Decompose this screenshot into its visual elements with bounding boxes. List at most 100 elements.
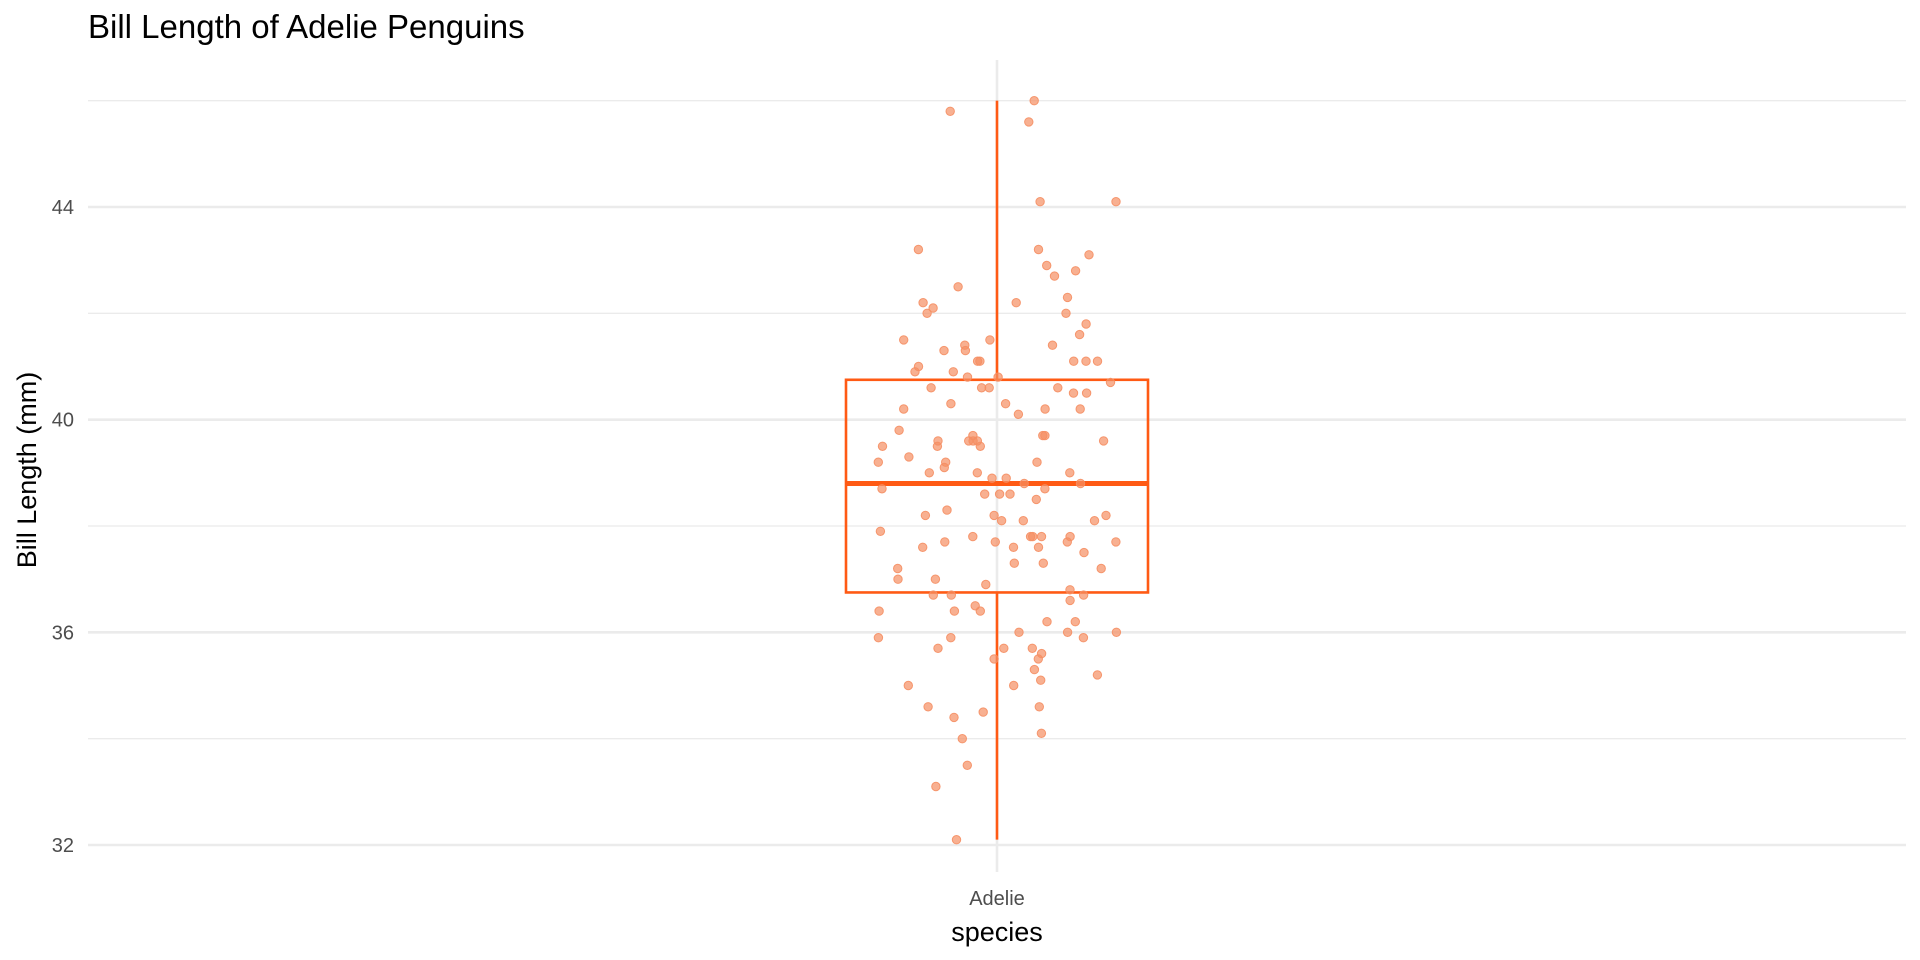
data-point (913, 244, 924, 255)
data-point (1092, 670, 1103, 680)
data-point (1053, 383, 1063, 393)
data-point (1035, 197, 1045, 207)
data-point (928, 590, 938, 600)
data-point (996, 516, 1007, 526)
jittered-points (873, 96, 1122, 845)
data-point (932, 441, 943, 451)
data-point (939, 462, 949, 473)
y-tick-label: 40 (52, 410, 74, 432)
data-point (873, 457, 883, 467)
data-point (893, 563, 903, 574)
x-axis-title: species (951, 917, 1043, 947)
data-point (918, 542, 928, 552)
data-point (940, 537, 950, 547)
y-tick-label: 32 (52, 835, 74, 857)
data-point (962, 372, 973, 382)
data-point (989, 654, 999, 664)
data-point (873, 633, 884, 643)
data-point (1079, 547, 1089, 558)
data-point (1009, 680, 1019, 691)
data-point (875, 526, 886, 536)
data-point (993, 372, 1003, 382)
data-point (1081, 319, 1091, 329)
data-point (1027, 643, 1038, 653)
data-point (1081, 356, 1091, 366)
data-point (1013, 409, 1024, 419)
data-point (1040, 484, 1050, 494)
data-point (960, 345, 971, 356)
data-point (942, 505, 952, 515)
data-point (923, 702, 933, 712)
data-point (1065, 585, 1075, 595)
data-point (1036, 728, 1047, 738)
data-point (928, 303, 938, 313)
data-point (1062, 537, 1073, 547)
data-point (946, 633, 956, 643)
data-point (874, 606, 884, 616)
data-point (975, 441, 985, 451)
data-point (1038, 558, 1049, 568)
chart-title: Bill Length of Adelie Penguins (88, 8, 525, 45)
data-point (910, 367, 920, 377)
data-point (1040, 404, 1050, 414)
data-point (1028, 531, 1038, 542)
y-axis-title: Bill Length (mm) (12, 372, 42, 569)
data-point (976, 383, 987, 393)
data-point (1089, 516, 1100, 526)
data-point (975, 356, 985, 366)
data-point (1011, 298, 1021, 308)
data-point (877, 484, 887, 494)
data-point (899, 335, 909, 345)
data-point (1075, 404, 1085, 414)
data-point (1078, 633, 1089, 643)
data-point (930, 574, 941, 584)
data-point (946, 399, 956, 409)
data-point (1024, 117, 1034, 127)
data-point (951, 835, 962, 845)
data-point (1001, 473, 1011, 483)
data-point (1029, 96, 1039, 106)
data-point (1014, 627, 1024, 637)
data-point (1049, 271, 1060, 281)
data-point (1018, 516, 1028, 526)
data-point (981, 579, 991, 590)
data-point (1036, 675, 1046, 685)
data-point (949, 606, 960, 616)
data-point (953, 282, 963, 292)
data-point (975, 606, 985, 616)
data-point (903, 680, 913, 691)
data-point (924, 468, 934, 478)
data-point (999, 643, 1009, 653)
y-tick-label: 36 (52, 622, 74, 644)
data-point (1111, 537, 1121, 547)
data-point (931, 781, 941, 792)
data-point (1062, 292, 1073, 303)
data-point (957, 734, 967, 744)
data-point (945, 106, 955, 117)
data-point (1033, 654, 1044, 664)
data-point (1084, 250, 1094, 260)
data-point (989, 510, 999, 521)
data-point (1069, 356, 1079, 366)
data-point (1065, 595, 1075, 606)
data-point (948, 367, 958, 377)
data-point (1096, 563, 1106, 574)
data-point (990, 537, 1000, 547)
data-point (972, 468, 982, 478)
data-point (894, 425, 904, 435)
data-point (946, 590, 956, 600)
data-point (918, 298, 928, 308)
data-point (926, 383, 936, 393)
data-point (1070, 266, 1081, 276)
data-point (893, 574, 903, 584)
data-point (1032, 457, 1042, 467)
x-axis-ticks: Adelie (969, 888, 1025, 910)
data-point (1068, 388, 1079, 398)
data-point (1065, 468, 1075, 478)
data-point (1075, 478, 1086, 489)
data-point (1092, 356, 1103, 366)
data-point (987, 473, 997, 483)
data-point (1111, 627, 1122, 637)
data-point (968, 531, 978, 542)
